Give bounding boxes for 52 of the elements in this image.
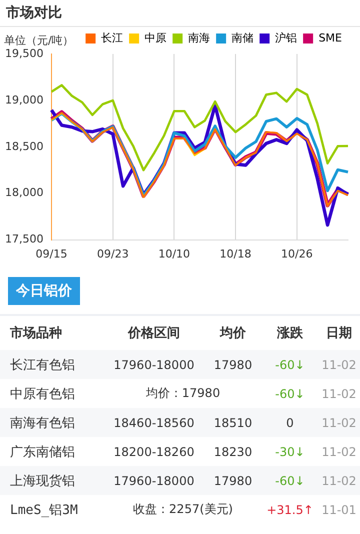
text: 18230 xyxy=(212,444,254,460)
text: 18460-18560 xyxy=(112,414,196,432)
text: -60↓ xyxy=(274,386,306,402)
x-tick-label: 10/26 xyxy=(281,247,313,260)
y-tick-label: 17,500 xyxy=(4,232,44,246)
y-tick-label: 18,000 xyxy=(4,186,44,200)
text: 均价 xyxy=(218,325,247,343)
text: 18510 xyxy=(212,414,254,432)
chart-title: 市场对比 xyxy=(0,0,360,27)
text: 17980 xyxy=(212,356,254,374)
text: 17980 xyxy=(212,472,254,490)
text: -30↓ xyxy=(274,444,306,460)
text: 11-02 xyxy=(320,356,358,374)
y-axis-title: 单位（元/吨） xyxy=(4,34,74,47)
text: 17960-18000 xyxy=(112,356,196,374)
text: 收盘：2257(美元) xyxy=(132,501,234,518)
text: -60↓ xyxy=(274,472,306,490)
text: 0 xyxy=(285,414,295,432)
text: 涨跌 xyxy=(276,325,304,343)
text: 南海有色铝 xyxy=(9,414,76,432)
text: 均价：17980 xyxy=(144,385,222,402)
legend-label: 长江 xyxy=(101,31,124,44)
y-tick-label: 19,000 xyxy=(4,93,44,106)
legend-label: 南海 xyxy=(188,31,210,44)
text: 18200-18260 xyxy=(112,444,196,460)
text: 价格区间 xyxy=(126,325,181,343)
text: 长江有色铝 xyxy=(9,356,76,374)
text: 市场品种 xyxy=(9,324,63,343)
text: 17960-18000 xyxy=(112,472,196,490)
text: 中原有色铝 xyxy=(9,386,76,404)
text: +31.5↑ xyxy=(266,502,314,518)
legend-label: 南储 xyxy=(232,31,254,44)
x-tick-label: 09/15 xyxy=(36,247,68,260)
y-tick-label: 18,500 xyxy=(4,140,44,153)
text: 今日铝价 xyxy=(8,277,80,305)
text: 11-01 xyxy=(320,502,358,518)
text: 11-02 xyxy=(320,386,358,402)
legend-label: 中原 xyxy=(144,31,167,44)
y-tick-label: 19,500 xyxy=(4,46,44,60)
x-tick-label: 10/18 xyxy=(220,247,252,260)
text: LmeS_铝3M xyxy=(9,502,79,520)
text: 11-02 xyxy=(320,472,358,490)
x-tick-label: 09/23 xyxy=(96,247,129,260)
text: 11-02 xyxy=(320,444,358,460)
text: 11-02 xyxy=(320,414,358,432)
text: 上海现货铝 xyxy=(9,472,76,490)
text: -60↓ xyxy=(274,356,306,374)
text: 广东南储铝 xyxy=(9,444,76,462)
x-tick-label: 10/10 xyxy=(158,247,190,260)
text: 日期 xyxy=(325,325,353,343)
legend-label: SME xyxy=(318,31,342,44)
legend-label: 沪铝 xyxy=(275,31,298,44)
